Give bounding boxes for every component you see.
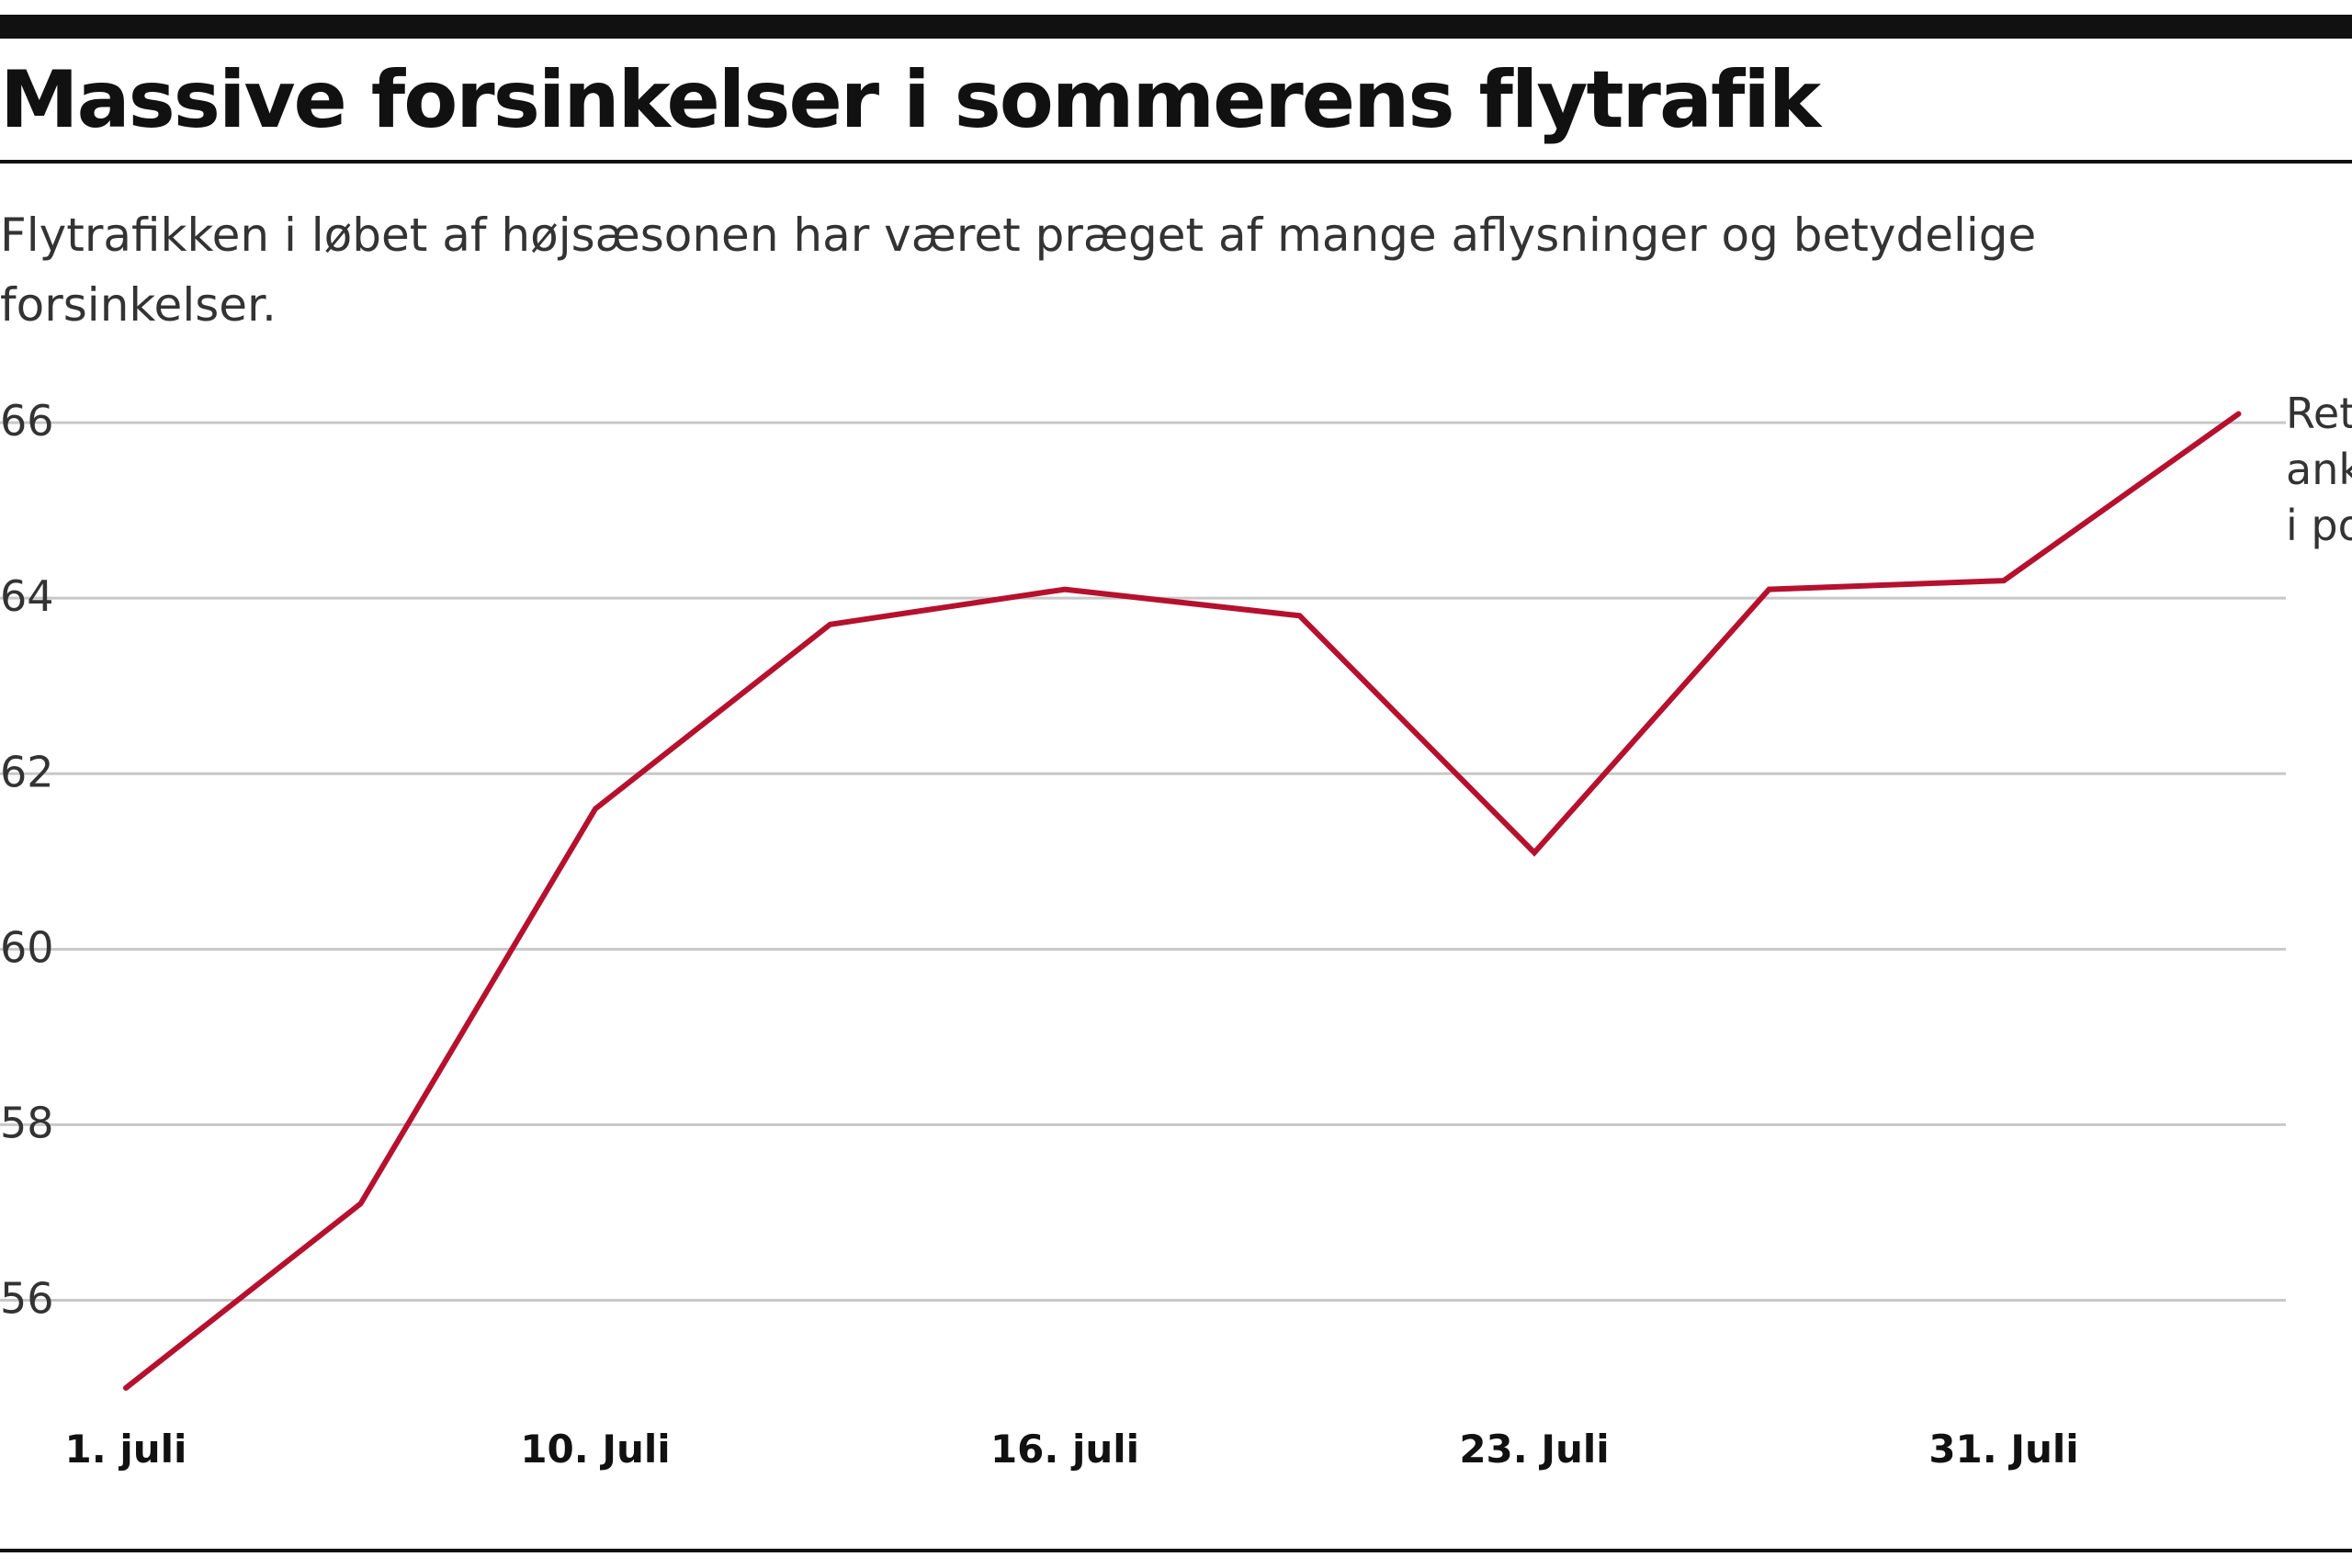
series-layer (123, 411, 2242, 1391)
annotation-line: Ret (2286, 389, 2352, 438)
title-rule (0, 160, 2352, 164)
x-tick-label: 16. juli (990, 1427, 1139, 1472)
y-tick-label: 60 (0, 922, 54, 972)
y-tick-labels: 56 58 60 62 64 66 (0, 396, 54, 1323)
x-tick-label: 1. juli (65, 1427, 187, 1472)
bottom-rule (0, 1549, 2352, 1552)
x-tick-label: 10. Juli (520, 1427, 670, 1472)
y-tick-label: 56 (0, 1273, 54, 1323)
series-line (123, 411, 2242, 1391)
y-tick-label: 58 (0, 1098, 54, 1147)
annotation-line: ank (2286, 445, 2352, 494)
x-tick-label: 31. Juli (1928, 1427, 2078, 1472)
chart-subtitle: Flytrafikken i løbet af højsæsonen har v… (0, 209, 2037, 332)
annotation: Ret ank i po (2286, 389, 2352, 550)
top-rule (0, 15, 2352, 39)
y-tick-label: 62 (0, 747, 54, 796)
annotation-line: i po (2286, 501, 2352, 550)
y-tick-label: 64 (0, 571, 54, 621)
y-tick-label: 66 (0, 396, 54, 446)
chart-title: Massive forsinkelser i sommerens flytraf… (0, 54, 1821, 146)
x-tick-label: 23. Juli (1459, 1427, 1609, 1472)
grid-layer (0, 421, 2286, 1302)
x-tick-labels: 1. juli 10. Juli 16. juli 23. Juli 31. Juli (65, 1427, 2079, 1472)
